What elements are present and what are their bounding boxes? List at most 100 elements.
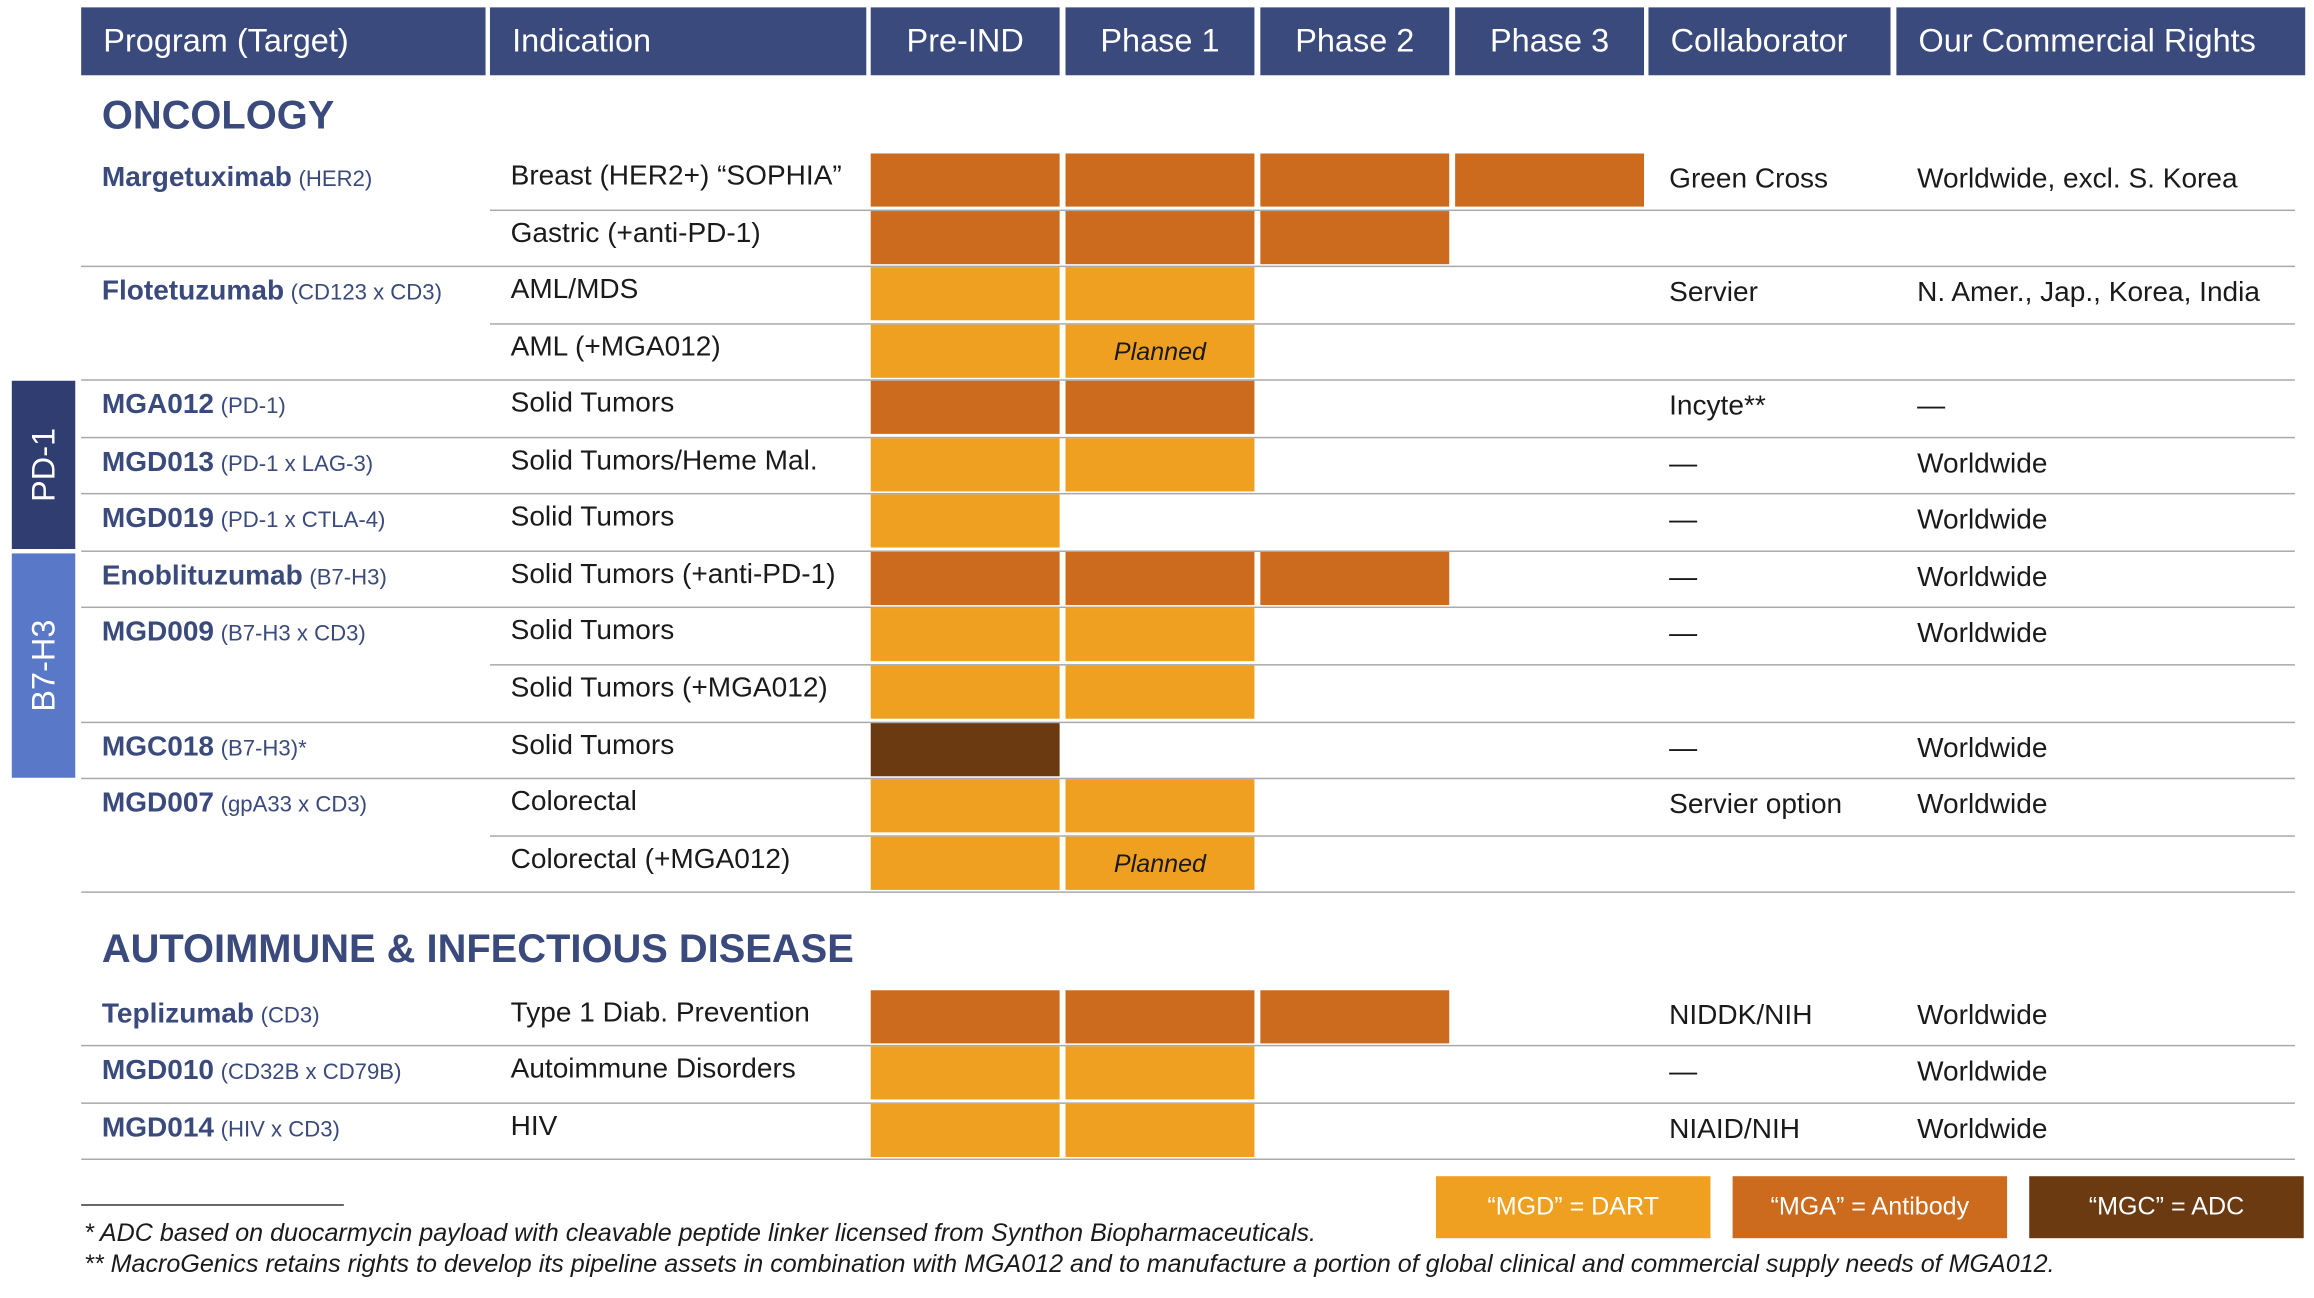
phase-bar-segment <box>870 779 1060 833</box>
row-divider <box>81 265 2295 268</box>
program-name: MGD007 (gpA33 x CD3) <box>102 788 367 820</box>
row-divider <box>81 379 2295 381</box>
indication-label: Gastric (+anti-PD-1) <box>510 218 761 250</box>
phase-bar-segment <box>1260 990 1450 1044</box>
commercial-rights-cell: Worldwide <box>1917 1114 2048 1146</box>
program-name: MGC018 (B7-H3)* <box>102 732 307 764</box>
header-indication: Indication <box>489 7 867 76</box>
section-oncology: ONCOLOGY <box>101 92 335 138</box>
program-target: (B7-H3 x CD3) <box>220 621 366 647</box>
indication-label: Type 1 Diab. Prevention <box>510 997 810 1029</box>
row-divider <box>489 323 2295 325</box>
header-phase-1: Phase 1 <box>1065 7 1255 76</box>
collaborator-cell: — <box>1669 733 1698 765</box>
phase-bar-segment <box>870 1046 1060 1100</box>
program-title: MGD009 <box>101 616 215 648</box>
program-target: (CD123 x CD3) <box>290 280 442 306</box>
legend-antibody: “MGA” = Antibody <box>1732 1176 2008 1239</box>
phase-bar-segment <box>1065 438 1255 492</box>
b7h3-side-label: B7-H3 <box>11 553 76 778</box>
row-divider <box>489 209 2295 212</box>
collaborator-cell: Green Cross <box>1669 163 1829 195</box>
row-divider <box>81 436 2295 439</box>
indication-label: Autoimmune Disorders <box>510 1053 796 1085</box>
program-target: (PD-1) <box>220 394 286 420</box>
program-title: MGD010 <box>101 1055 215 1087</box>
program-title: MGD014 <box>101 1112 215 1144</box>
commercial-rights-cell: Worldwide <box>1917 504 2048 536</box>
collaborator-cell: Incyte** <box>1669 391 1766 423</box>
indication-label: Solid Tumors <box>510 615 675 647</box>
commercial-rights-cell: — <box>1917 391 1946 423</box>
phase-bar-segment <box>1260 211 1450 265</box>
phase-bar-segment <box>1065 380 1255 434</box>
phase-bar-segment <box>870 324 1060 378</box>
phase-bar-segment <box>870 665 1060 719</box>
row-divider <box>81 550 2295 552</box>
program-title: Flotetuzumab <box>101 275 285 307</box>
phase-bar-segment <box>1065 1046 1255 1100</box>
row-divider <box>81 606 2295 609</box>
indication-label: Solid Tumors (+MGA012) <box>510 672 828 704</box>
program-name: MGD014 (HIV x CD3) <box>102 1113 340 1145</box>
program-title: MGD019 <box>101 503 215 535</box>
phase-bar-segment <box>1065 608 1255 662</box>
program-target: (PD-1 x LAG-3) <box>220 451 374 477</box>
phase-bar-segment <box>1065 267 1255 321</box>
program-name: Enoblituzumab (B7-H3) <box>102 561 387 593</box>
planned-label: Planned <box>1113 850 1207 879</box>
program-target: (CD3) <box>260 1003 320 1029</box>
indication-label: Solid Tumors <box>510 730 675 762</box>
header-phase-2: Phase 2 <box>1260 7 1450 76</box>
b7h3-label-text: B7-H3 <box>24 619 62 712</box>
commercial-rights-cell: Worldwide <box>1917 733 2048 765</box>
phase-bar-segment <box>870 211 1060 265</box>
phase-bar-segment <box>1065 153 1255 207</box>
phase-bar-segment <box>870 1103 1060 1158</box>
row-divider <box>81 1158 2295 1160</box>
program-target: (HER2) <box>298 166 373 192</box>
header-pre-ind: Pre-IND <box>870 7 1060 76</box>
commercial-rights-cell: Worldwide <box>1917 1056 2048 1088</box>
program-title: MGD013 <box>101 447 215 479</box>
collaborator-cell: NIDDK/NIH <box>1669 1000 1813 1032</box>
indication-label: AML/MDS <box>510 274 639 306</box>
row-divider <box>81 1102 2295 1104</box>
legend-adc: “MGC” = ADC <box>2029 1176 2304 1239</box>
header-phase-3: Phase 3 <box>1455 7 1645 76</box>
collaborator-cell: Servier <box>1669 277 1758 309</box>
footnote-mga012: ** MacroGenics retains rights to develop… <box>84 1250 2055 1279</box>
footnote-rule <box>81 1204 344 1206</box>
program-name: MGD019 (PD-1 x CTLA-4) <box>102 503 386 535</box>
indication-label: Solid Tumors (+anti-PD-1) <box>510 559 836 591</box>
row-divider <box>81 777 2295 780</box>
phase-bar-segment <box>870 267 1060 321</box>
phase-bar-segment <box>870 836 1060 890</box>
collaborator-cell: — <box>1669 1056 1698 1088</box>
phase-bar-segment <box>1065 1103 1255 1158</box>
program-title: Teplizumab <box>101 999 254 1031</box>
program-target: (HIV x CD3) <box>220 1117 340 1143</box>
commercial-rights-cell: Worldwide <box>1917 789 2048 821</box>
program-title: MGD007 <box>101 788 215 820</box>
row-divider <box>81 721 2295 724</box>
phase-bar-segment <box>1455 153 1645 207</box>
program-name: MGD009 (B7-H3 x CD3) <box>102 617 366 649</box>
legend-dart: “MGD” = DART <box>1435 1176 1711 1239</box>
commercial-rights-cell: Worldwide <box>1917 562 2048 594</box>
indication-label: Solid Tumors <box>510 388 675 420</box>
phase-bar-segment <box>1065 551 1255 606</box>
indication-label: Breast (HER2+) “SOPHIA” <box>510 160 842 192</box>
phase-bar-segment <box>1065 779 1255 833</box>
program-name: Flotetuzumab (CD123 x CD3) <box>102 276 442 308</box>
phase-bar-segment <box>1065 990 1255 1044</box>
collaborator-cell: — <box>1669 504 1698 536</box>
phase-bar-segment <box>1065 665 1255 719</box>
program-title: MGC018 <box>101 731 215 763</box>
program-title: MGA012 <box>101 389 215 421</box>
phase-bar-segment <box>1260 153 1450 207</box>
phase-bar-segment <box>870 380 1060 434</box>
program-title: Margetuximab <box>101 162 292 194</box>
pd1-side-label: PD-1 <box>11 380 76 549</box>
